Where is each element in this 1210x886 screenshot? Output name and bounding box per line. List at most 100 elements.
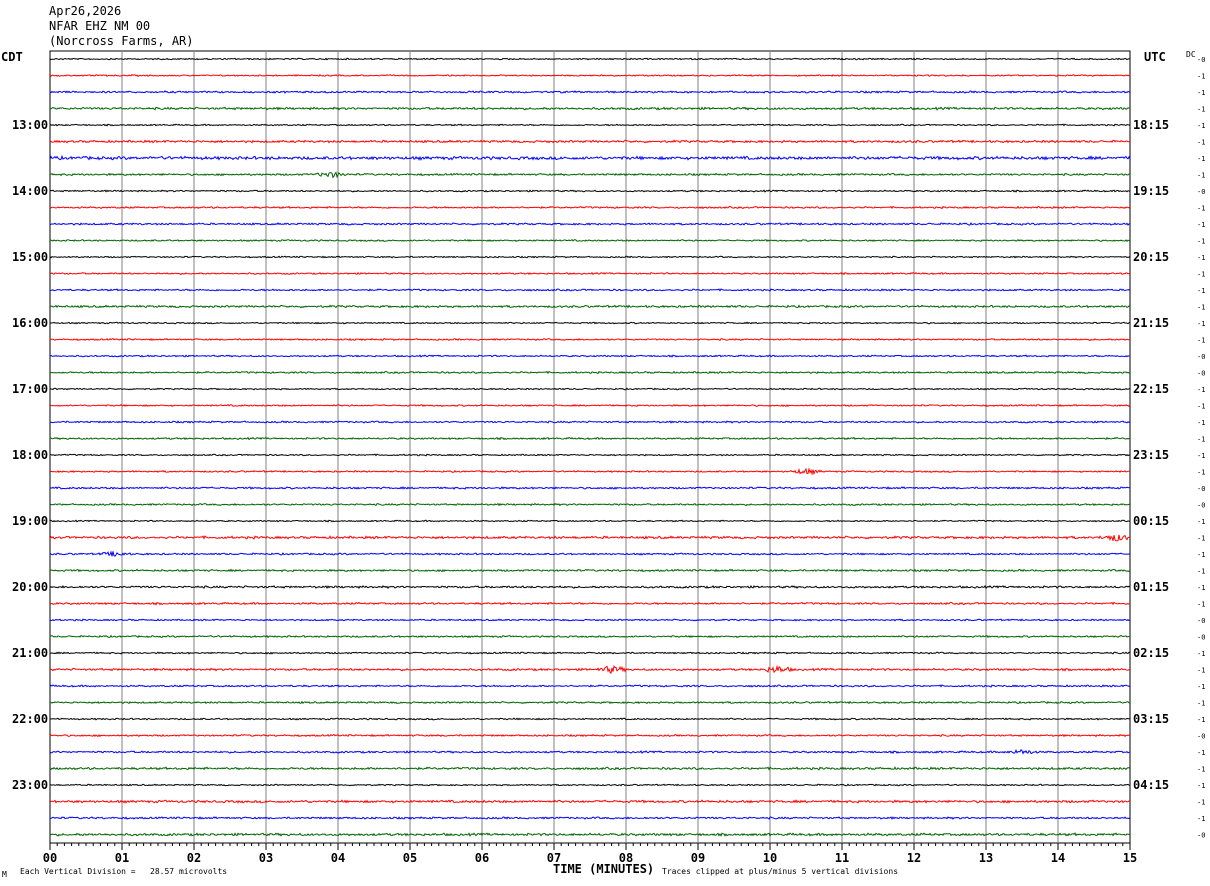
dc-offset-header: DC [1186,50,1196,59]
cdt-hour-label: 15:00 [12,250,48,264]
trace-row [49,799,1131,804]
x-tick-label: 15 [1123,851,1137,865]
trace-row [49,519,1131,523]
dc-offset-value: -1 [1197,650,1205,658]
x-tick-label: 01 [115,851,129,865]
x-tick-label: 04 [331,851,345,865]
dc-offset-value: -1 [1197,155,1205,163]
utc-hour-label: 02:15 [1133,646,1169,660]
left-timezone-label: CDT [1,50,23,64]
trace-row [49,238,1131,243]
dc-offset-value: -1 [1197,172,1205,180]
station-code: NFAR EHZ NM 00 [49,19,151,33]
dc-offset-value: -1 [1197,469,1205,477]
trace-row [49,534,1130,542]
x-tick-label: 13 [979,851,993,865]
plot-frame [49,50,1131,844]
cdt-hour-label: 13:00 [12,118,48,132]
dc-offset-value: -0 [1197,832,1205,840]
trace-row [49,304,1131,309]
cdt-hour-label: 19:00 [12,514,48,528]
dc-offset-value: -1 [1197,716,1205,724]
scale-note: Each Vertical Division = 28.57 microvolt… [20,867,228,876]
trace-row [49,585,1131,590]
trace-row [49,502,1131,507]
dc-offset-value: -1 [1197,601,1205,609]
trace-row [49,154,1131,161]
dc-offset-value: -1 [1197,221,1205,229]
dc-offset-value: -0 [1197,370,1205,378]
trace-row [49,403,1131,408]
dc-offset-value: -1 [1197,304,1205,312]
dc-offset-value: -1 [1197,535,1205,543]
x-tick-label: 00 [43,851,57,865]
cdt-hour-label: 20:00 [12,580,48,594]
dc-offset-value: -1 [1197,403,1205,411]
trace-row [49,733,1131,738]
trace-row [49,618,1131,622]
trace-row [49,766,1131,771]
dc-offset-value: -1 [1197,320,1205,328]
trace-row [50,171,1131,179]
x-tick-label: 14 [1051,851,1065,865]
trace-row [49,321,1131,325]
dc-offset-value: -1 [1197,749,1205,757]
dc-offset-value: -0 [1197,733,1205,741]
trace-row [49,57,1131,61]
dc-offset-value: -1 [1197,584,1205,592]
x-tick-label: 03 [259,851,273,865]
right-timezone-label: UTC [1144,50,1166,64]
trace-row [50,467,1131,476]
dc-offset-value: -1 [1197,700,1205,708]
trace-row [49,684,1131,688]
cdt-hour-label: 16:00 [12,316,48,330]
trace-row [49,651,1131,655]
trace-row [50,634,1131,639]
dc-offset-value: -1 [1197,551,1205,559]
cdt-hour-label: 22:00 [12,712,48,726]
dc-offset-value: -1 [1197,683,1205,691]
dc-offset-value: -1 [1197,799,1205,807]
dc-offset-value: -1 [1197,106,1205,114]
trace-row [50,436,1131,441]
utc-hour-label: 21:15 [1133,316,1169,330]
trace-row [49,288,1131,292]
utc-hour-label: 23:15 [1133,448,1169,462]
x-axis-title: TIME (MINUTES) [553,862,655,876]
utc-hour-label: 03:15 [1133,712,1169,726]
trace-row [49,550,1131,557]
dc-offset-value: -1 [1197,568,1205,576]
trace-row [49,783,1131,787]
clip-note: Traces clipped at plus/minus 5 vertical … [662,867,899,876]
dc-offset-value: -1 [1197,667,1205,675]
chart-date: Apr26,2026 [49,4,122,18]
trace-row [49,717,1130,721]
x-tick-label: 07 [547,851,561,865]
trace-row [49,664,1131,675]
dc-offset-value: -1 [1197,419,1205,427]
utc-hour-label: 22:15 [1133,382,1169,396]
trace-row [50,453,1131,457]
x-tick-label: 09 [691,851,705,865]
station-location: (Norcross Farms, AR) [49,34,194,48]
trace-row [49,568,1131,573]
trace-row [49,420,1131,424]
dc-offset-value: -1 [1197,782,1205,790]
dc-offset-value: -1 [1197,139,1205,147]
corner-mark: M [2,870,7,879]
trace-row [49,139,1131,144]
trace-row [49,387,1131,391]
dc-offset-value: -0 [1197,188,1205,196]
dc-offset-value: -1 [1197,287,1205,295]
cdt-hour-label: 23:00 [12,778,48,792]
trace-row [49,370,1131,375]
dc-offset-value: -1 [1197,205,1205,213]
utc-hour-label: 00:15 [1133,514,1169,528]
trace-row [49,189,1131,193]
dc-offset-value: -1 [1197,815,1205,823]
dc-offset-value: -1 [1197,518,1205,526]
trace-row [49,255,1131,259]
cdt-hour-label: 14:00 [12,184,48,198]
dc-offset-value: -1 [1197,89,1205,97]
dc-offset-value: -0 [1197,502,1205,510]
